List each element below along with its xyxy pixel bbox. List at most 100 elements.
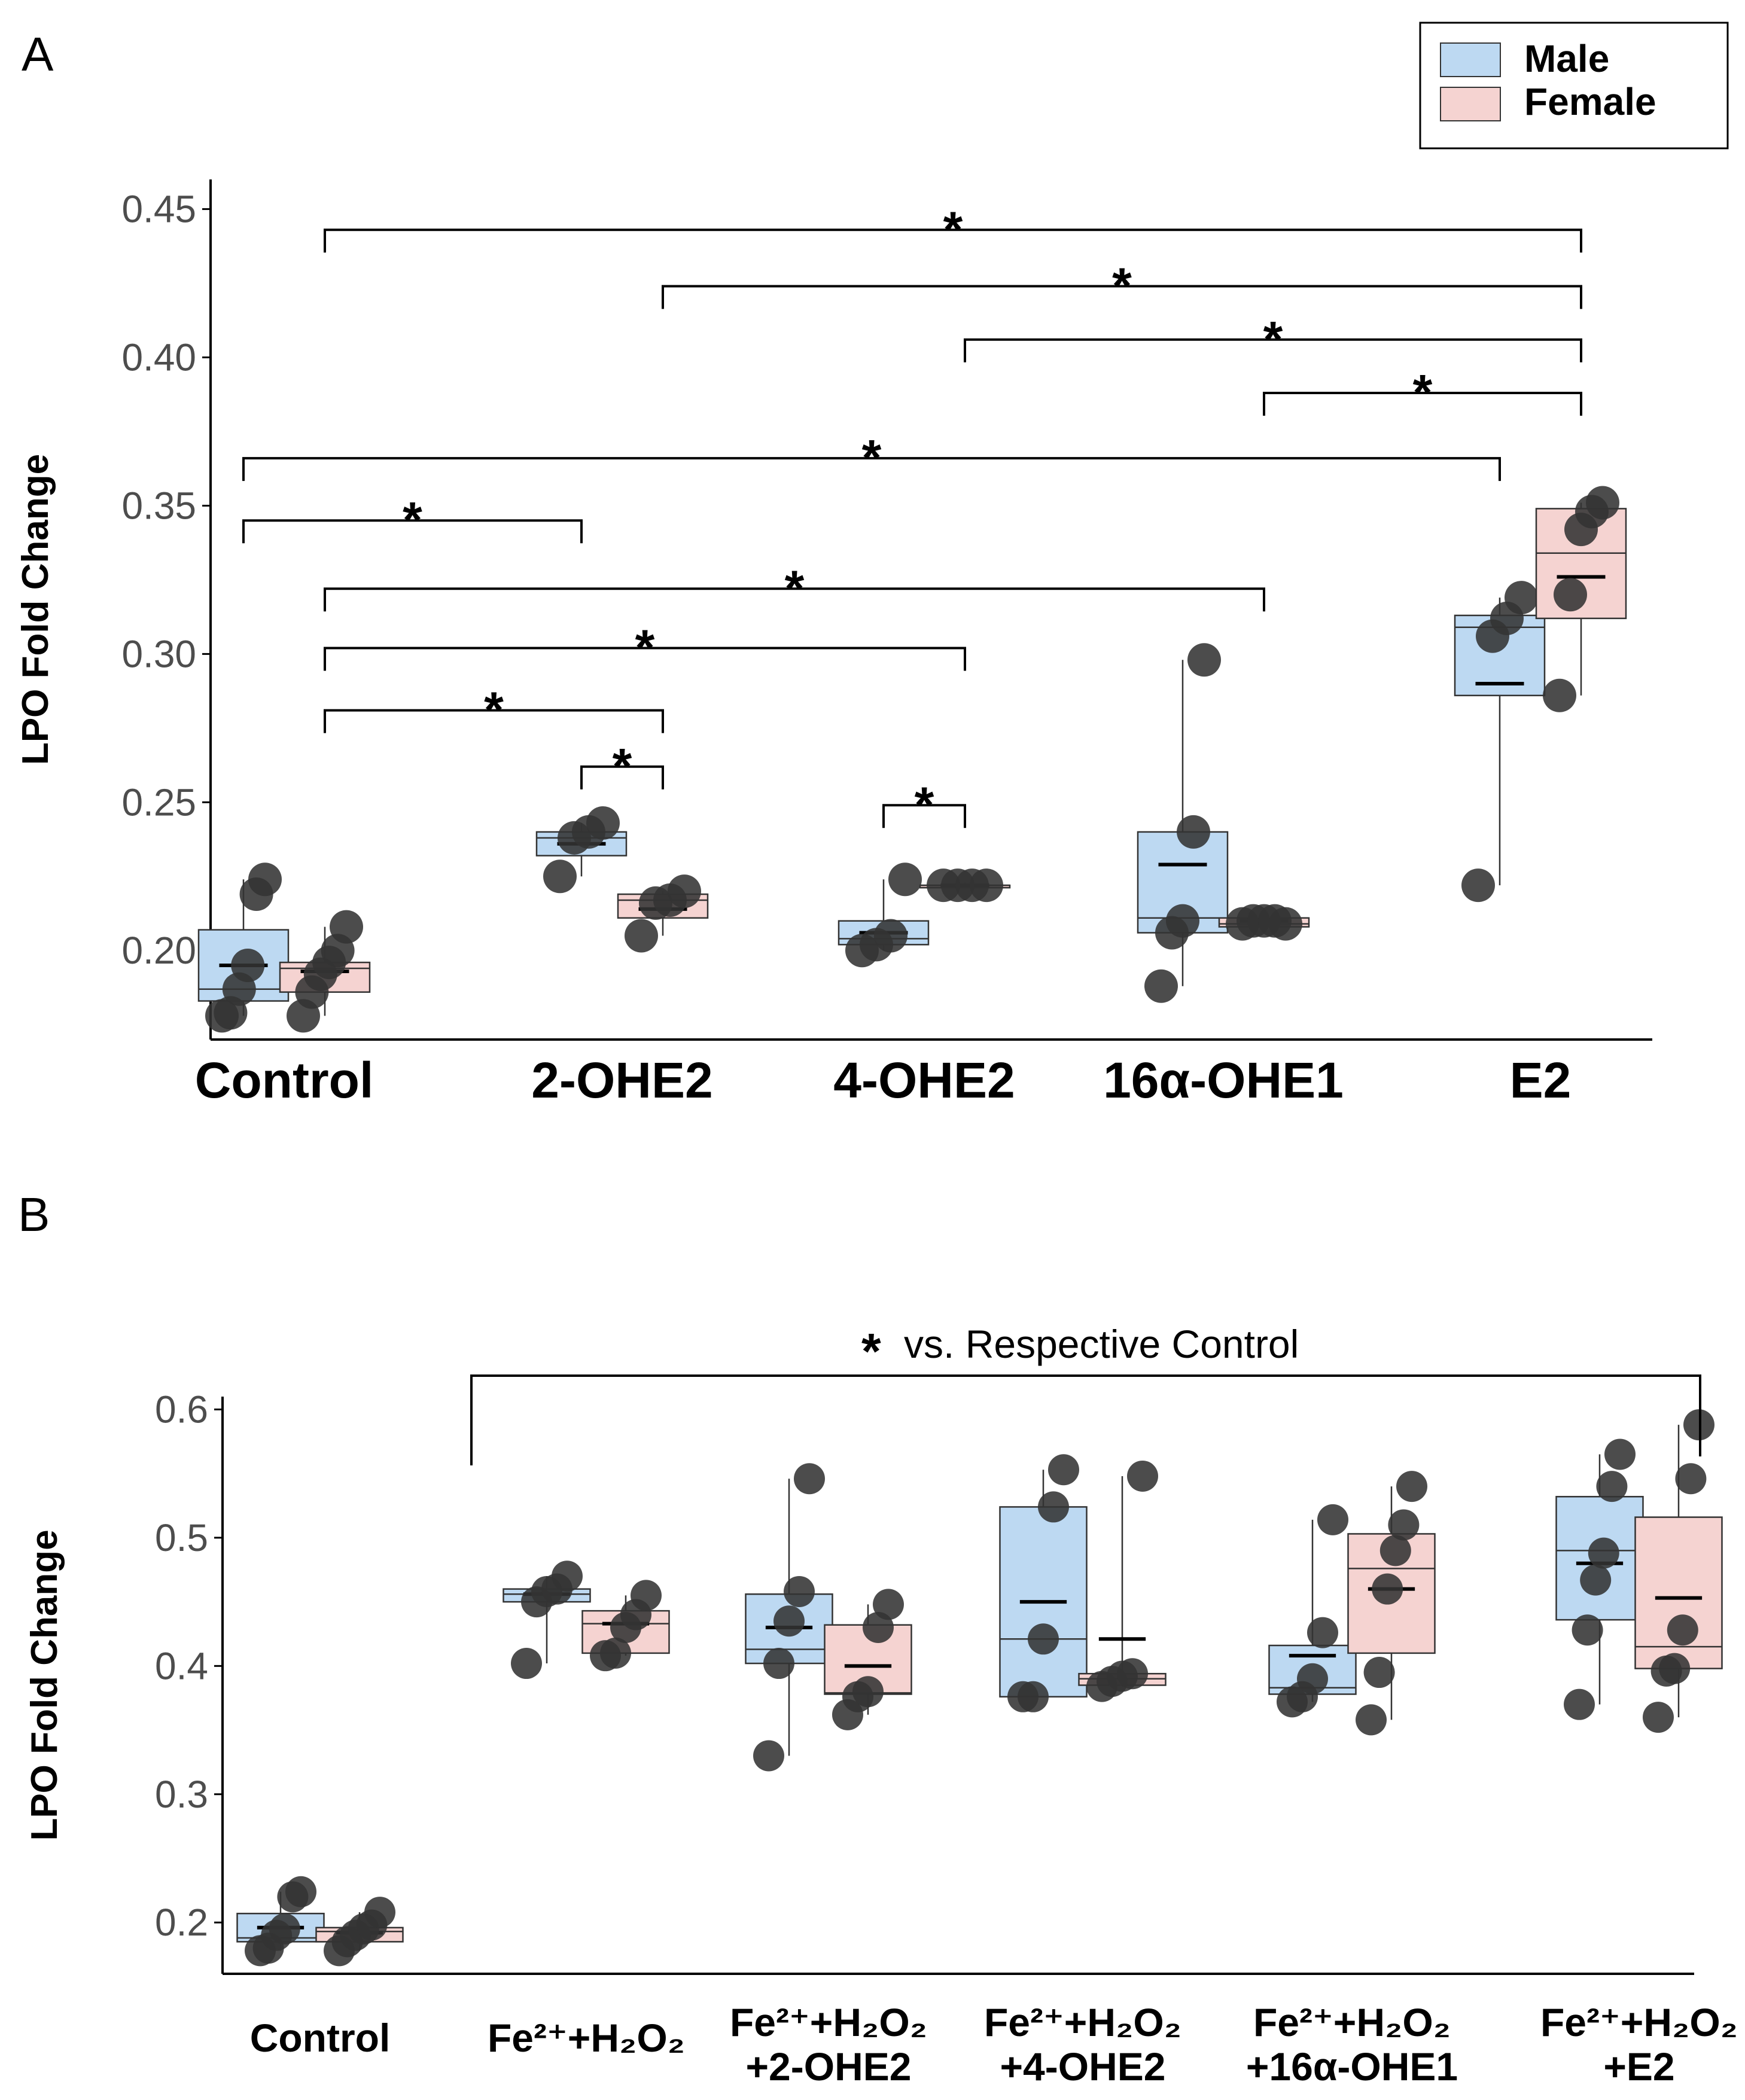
box-male xyxy=(535,806,628,894)
box-female xyxy=(1535,486,1627,712)
box-female xyxy=(1218,904,1310,941)
data-point xyxy=(1144,969,1178,1003)
data-point xyxy=(1177,815,1210,849)
box-male xyxy=(838,862,930,968)
data-point xyxy=(1038,1491,1069,1523)
legend-swatch-male xyxy=(1440,42,1501,77)
panel-a-y-axis-label: LPO Fold Change xyxy=(15,454,56,765)
x-tick-label: +E2 xyxy=(1603,2044,1674,2089)
data-point xyxy=(1643,1702,1674,1733)
data-point xyxy=(1396,1471,1427,1502)
data-point xyxy=(330,910,363,944)
data-point xyxy=(1372,1573,1403,1605)
legend: Male Female xyxy=(1419,22,1729,150)
significance-bracket: * xyxy=(662,258,1582,314)
bracket-line xyxy=(580,765,664,790)
legend-label-female: Female xyxy=(1524,80,1656,123)
data-point xyxy=(874,919,907,953)
y-tick-label: 0.25 xyxy=(121,781,196,824)
y-tick-label: 0.5 xyxy=(155,1516,208,1559)
x-tick-label: +2-OHE2 xyxy=(746,2044,912,2089)
data-point xyxy=(586,806,620,840)
significance-note-text: vs. Respective Control xyxy=(904,1322,1299,1366)
y-tick-label: 0.4 xyxy=(155,1644,208,1687)
data-point xyxy=(970,868,1003,903)
bracket-line xyxy=(324,587,1265,612)
data-point xyxy=(784,1575,815,1607)
data-point xyxy=(1356,1704,1387,1736)
box-female xyxy=(315,1897,404,1967)
data-point xyxy=(1586,486,1619,520)
significance-star: * xyxy=(635,619,655,675)
significance-star: * xyxy=(862,429,882,486)
data-point xyxy=(511,1648,542,1680)
box-female xyxy=(1078,1460,1167,1702)
data-point xyxy=(600,1637,631,1669)
box-male xyxy=(236,1876,325,1967)
significance-bracket: * xyxy=(1263,364,1582,420)
data-point xyxy=(1317,1504,1348,1535)
y-tick-label: 0.35 xyxy=(121,484,196,527)
box-male xyxy=(1268,1504,1357,1718)
significance-bracket: * xyxy=(882,776,966,833)
box-male xyxy=(999,1454,1088,1712)
significance-bracket: * xyxy=(242,492,583,548)
box-male xyxy=(1555,1438,1644,1720)
y-tick-label: 0.40 xyxy=(121,336,196,379)
data-point xyxy=(1297,1663,1328,1694)
x-tick-label: Fe²⁺+H₂O₂ xyxy=(730,2000,927,2044)
data-point xyxy=(1659,1653,1691,1684)
data-point xyxy=(231,949,265,983)
box-female xyxy=(279,910,371,1033)
bracket-line xyxy=(1263,392,1582,416)
significance-star: * xyxy=(484,682,504,738)
box-female xyxy=(617,874,709,953)
data-point xyxy=(1379,1535,1411,1566)
significance-star: * xyxy=(403,492,422,548)
significance-star: * xyxy=(915,776,934,833)
x-tick-label: Control xyxy=(195,1052,374,1108)
x-tick-label: 2-OHE2 xyxy=(531,1052,712,1108)
significance-note-star: * xyxy=(861,1323,881,1379)
significance-bracket: * xyxy=(324,201,1582,257)
y-tick-label: 0.6 xyxy=(155,1388,208,1431)
data-point xyxy=(1048,1454,1079,1486)
significance-star: * xyxy=(943,201,963,257)
data-point xyxy=(773,1605,805,1637)
bracket-line xyxy=(324,647,966,671)
x-tick-label: +16α-OHE1 xyxy=(1246,2044,1458,2089)
bracket-line xyxy=(662,285,1582,309)
bracket-line xyxy=(324,228,1582,253)
data-point xyxy=(1554,578,1587,612)
significance-star: * xyxy=(1263,311,1283,367)
data-point xyxy=(873,1589,904,1620)
significance-bracket: * xyxy=(580,738,664,794)
data-point xyxy=(1018,1681,1049,1712)
data-point xyxy=(285,1876,316,1907)
x-tick-label: Fe²⁺+H₂O₂ xyxy=(984,2000,1181,2044)
y-tick-label: 0.20 xyxy=(121,929,196,972)
x-tick-label: 16α-OHE1 xyxy=(1103,1052,1344,1108)
data-point xyxy=(1572,1614,1603,1646)
data-point xyxy=(1187,643,1221,677)
y-tick-label: 0.30 xyxy=(121,632,196,675)
significance-bracket: * xyxy=(324,619,966,675)
data-point xyxy=(1543,678,1576,712)
significance-note: * vs. Respective Control xyxy=(861,1322,1299,1379)
bracket-line xyxy=(242,519,583,544)
x-tick-label: +4-OHE2 xyxy=(1000,2044,1166,2089)
x-tick-label: Fe²⁺+H₂O₂ xyxy=(1540,2000,1738,2044)
data-point xyxy=(1461,868,1495,903)
data-point xyxy=(753,1740,784,1772)
x-tick-label: E2 xyxy=(1510,1052,1572,1108)
panel-a-plot: LPO Fold Change 0.20 0.25 0.30 0.35 0.40 0.45… xyxy=(15,179,1652,1108)
data-point xyxy=(1564,1688,1595,1720)
data-point xyxy=(364,1897,395,1928)
significance-bracket: * xyxy=(324,682,664,738)
y-tick-label: 0.45 xyxy=(121,188,196,231)
data-point xyxy=(1675,1463,1707,1495)
legend-label-male: Male xyxy=(1524,37,1609,80)
significance-star: * xyxy=(613,738,632,794)
bracket-line xyxy=(882,804,966,828)
